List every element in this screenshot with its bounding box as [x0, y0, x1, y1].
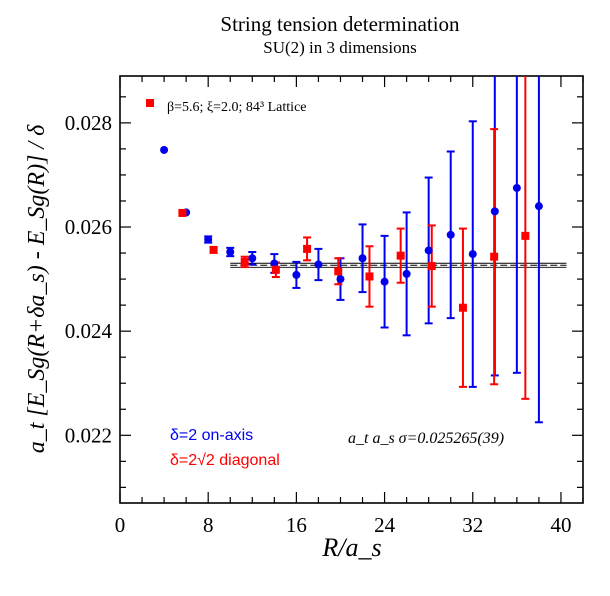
x-axis-label: R/a_s: [321, 533, 381, 562]
axis-tick-labels: 0 8 16 24 32 40 0.022 0.024 0.026 0.028: [65, 111, 572, 537]
legend-marker: [146, 99, 154, 107]
diagonal-point: [178, 208, 187, 217]
fit-band: [230, 262, 567, 268]
diagonal-point: [271, 265, 280, 274]
on-axis-point: [226, 248, 235, 257]
on-axis-point: [248, 254, 257, 263]
on-axis-point: [424, 246, 433, 255]
data-points: [160, 145, 543, 312]
chart-title: String tension determination: [220, 12, 460, 36]
x-tick-label: 24: [374, 513, 396, 537]
on-axis-point: [314, 260, 323, 269]
on-axis-point: [270, 259, 279, 268]
y-tick-label: 0.022: [65, 423, 112, 447]
on-axis-point: [402, 269, 411, 278]
chart-subtitle: SU(2) in 3 dimensions: [263, 38, 417, 57]
on-axis-series-label: δ=2 on-axis: [170, 427, 253, 444]
y-tick-label: 0.024: [65, 319, 113, 343]
x-tick-label: 8: [203, 513, 214, 537]
x-tick-label: 16: [286, 513, 307, 537]
on-axis-point: [380, 277, 389, 286]
legend: β=5.6; ξ=2.0; 84³ Lattice: [146, 99, 307, 115]
diagonal-point: [240, 257, 249, 266]
axis-ticks: [119, 76, 584, 503]
on-axis-point: [204, 235, 213, 244]
plot-frame: [119, 75, 584, 504]
on-axis-point: [468, 250, 477, 259]
diagonal-series-label: δ=2√2 diagonal: [170, 452, 280, 469]
y-axis-label: a_t [E_Sg(R+δa_s) - E_Sg(R)] / δ: [24, 124, 50, 453]
x-tick-label: 40: [550, 513, 571, 537]
legend-text: β=5.6; ξ=2.0; 84³ Lattice: [167, 100, 307, 115]
diagonal-point: [334, 267, 343, 276]
on-axis-point: [292, 270, 301, 279]
on-axis-point: [160, 145, 169, 154]
diagonal-point: [490, 252, 499, 261]
diagonal-point: [365, 272, 374, 281]
on-axis-point: [490, 207, 499, 216]
diagonal-point: [303, 244, 312, 253]
diagonal-point: [427, 262, 436, 271]
on-axis-point: [358, 254, 367, 263]
diagonal-point: [396, 251, 405, 260]
on-axis-point: [512, 183, 521, 192]
on-axis-point: [446, 230, 455, 239]
on-axis-point: [336, 275, 345, 284]
diagonal-point: [458, 303, 467, 312]
string-tension-result: a_t a_s σ=0.025265(39): [348, 430, 504, 447]
on-axis-point: [534, 202, 543, 211]
diagonal-point: [521, 231, 530, 240]
y-tick-label: 0.026: [65, 215, 112, 239]
diagonal-point: [209, 245, 218, 254]
x-tick-label: 32: [462, 513, 483, 537]
y-tick-label: 0.028: [65, 111, 112, 135]
x-tick-label: 0: [115, 513, 126, 537]
